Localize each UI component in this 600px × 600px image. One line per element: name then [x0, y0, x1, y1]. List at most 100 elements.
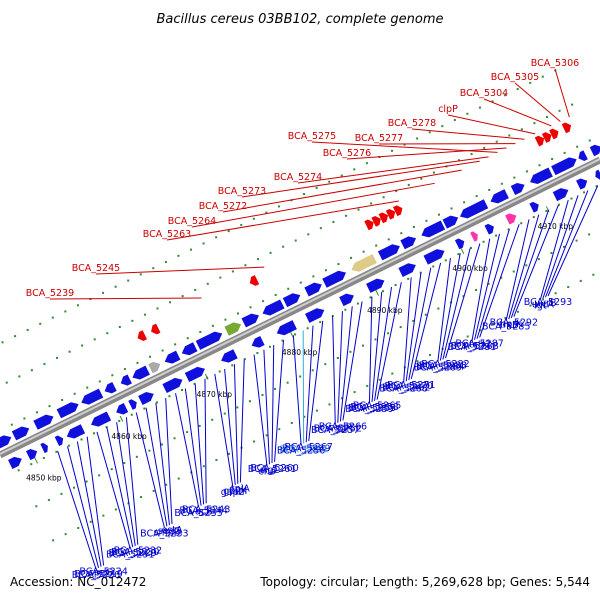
kbp-tick-label: 4860 kbp: [111, 432, 147, 441]
guide-dot: [520, 128, 523, 131]
gene-arrow: [549, 128, 559, 140]
guide-dot: [407, 183, 410, 186]
gene-arrow: [116, 403, 129, 415]
gene-label: uvrB: [534, 298, 556, 309]
guide-dot: [55, 356, 58, 359]
kbp-tick-label: 4910 kbp: [538, 222, 574, 231]
guide-dot: [110, 468, 113, 471]
guide-dot: [18, 375, 21, 378]
leader-line: [405, 272, 422, 382]
leader-line: [135, 412, 165, 528]
guide-dot: [299, 281, 302, 284]
guide-dot: [356, 302, 359, 305]
guide-dot: [462, 295, 465, 298]
guide-dot: [135, 455, 138, 458]
guide-dot: [336, 356, 339, 359]
leader-line: [508, 214, 540, 320]
guide-dot: [592, 273, 595, 276]
guide-dot: [454, 341, 457, 344]
gene-label: smpB: [154, 527, 181, 538]
leader-line: [447, 114, 536, 135]
leader-line: [233, 364, 239, 484]
guide-dot: [315, 186, 318, 189]
gene-arrow: [282, 293, 301, 308]
leader-line: [374, 286, 393, 401]
guide-dot: [168, 395, 171, 398]
guide-dot: [199, 331, 202, 334]
guide-dot: [253, 440, 256, 443]
guide-dot: [375, 244, 378, 247]
guide-dot: [68, 350, 71, 353]
guide-dot: [17, 469, 20, 472]
guide-dot: [186, 431, 189, 434]
guide-dot: [595, 185, 598, 188]
leader-line: [346, 147, 507, 160]
leader-line: [155, 402, 170, 526]
guide-dot: [529, 304, 532, 307]
guide-dot: [437, 307, 440, 310]
guide-dot: [244, 264, 247, 267]
leader-line: [271, 344, 275, 464]
guide-dot: [42, 456, 45, 459]
gene-arrow: [224, 322, 242, 336]
guide-dot: [294, 333, 297, 336]
guide-dot: [52, 539, 55, 542]
gene-arrow: [40, 442, 48, 454]
guide-dot: [243, 358, 246, 361]
leader-line: [305, 325, 314, 443]
guide-dot: [224, 318, 227, 321]
gene-label: BCA_5270: [385, 381, 433, 392]
gene-label: BCA_5252: [314, 424, 362, 435]
guide-dot: [61, 398, 64, 401]
guide-dot: [457, 253, 460, 256]
gene-arrow: [576, 178, 588, 190]
guide-dot: [249, 306, 252, 309]
gene-label: BCA_5271: [387, 380, 435, 391]
gene-label: sigL: [260, 465, 280, 476]
guide-dot: [98, 474, 101, 477]
guide-dot: [278, 428, 281, 431]
guide-dot: [441, 125, 444, 128]
gene-label: BCA_5275: [288, 131, 336, 142]
gene-arrow: [459, 199, 489, 219]
gene-label: BCA_5306: [531, 58, 579, 69]
guide-dot: [571, 103, 574, 106]
gene-label: BCA_5255: [348, 403, 396, 414]
gene-arrow: [505, 213, 517, 225]
gene-arrow: [181, 342, 198, 356]
leader-line: [106, 426, 134, 548]
guide-dot: [282, 245, 285, 248]
gene-arrow: [184, 366, 205, 383]
guide-dot: [554, 292, 557, 295]
guide-dot: [525, 170, 528, 173]
leader-line: [67, 446, 100, 568]
kbp-tick-mark: [290, 331, 294, 338]
leader-line: [332, 315, 336, 424]
guide-dot: [81, 344, 84, 347]
guide-dot: [93, 338, 96, 341]
guide-dot: [231, 270, 234, 273]
guide-dot: [516, 88, 519, 91]
gene-label: lgt: [534, 301, 547, 312]
guide-dot: [394, 284, 397, 287]
gene-arrow: [351, 254, 377, 272]
gene-arrow: [104, 381, 117, 394]
guide-dot: [458, 159, 461, 162]
gene-arrow: [551, 157, 577, 176]
guide-dot: [248, 400, 251, 403]
leader-line: [510, 209, 550, 319]
guide-dot: [365, 162, 368, 165]
gene-label: estA: [161, 525, 183, 536]
gene-arrow: [371, 216, 381, 227]
guide-dot: [265, 434, 268, 437]
guide-dot: [261, 394, 264, 397]
genome-summary-text: Topology: circular; Length: 5,269,628 bp…: [259, 575, 590, 589]
gene-label: BCA_5254: [279, 444, 327, 455]
guide-dot: [198, 424, 201, 427]
leader-line: [116, 422, 136, 546]
guide-dot: [416, 360, 419, 363]
leader-line: [96, 431, 131, 549]
leader-line: [191, 182, 435, 228]
guide-dot: [236, 312, 239, 315]
gene-label: trxB: [499, 320, 519, 331]
